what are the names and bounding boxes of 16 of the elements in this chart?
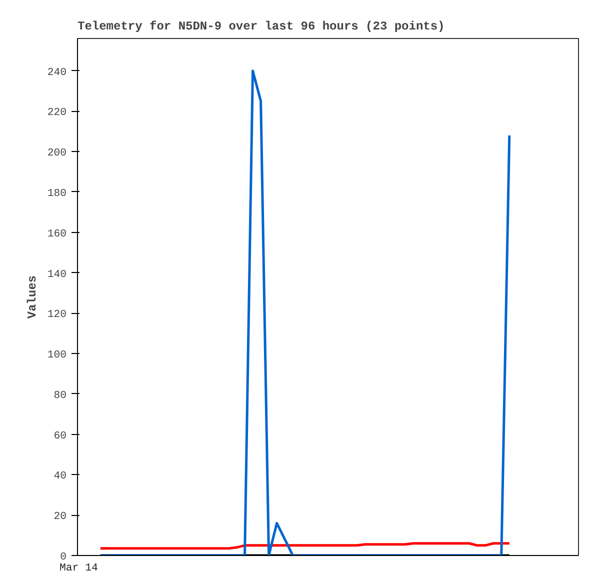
y-tick-label: 60 (54, 430, 67, 442)
y-tick-label: 0 (60, 552, 67, 564)
y-tick-label: 40 (54, 470, 67, 483)
y-tick-label: 160 (47, 228, 67, 240)
y-tick-label: 20 (54, 511, 67, 524)
y-tick-label: 180 (47, 188, 67, 200)
y-axis-title: Values (25, 275, 40, 319)
y-tick-label: 80 (54, 390, 67, 402)
y-tick-label: 200 (47, 148, 67, 160)
y-tick-label: 120 (47, 309, 67, 322)
y-tick-label: 220 (47, 107, 67, 120)
text: Mar 14 (60, 562, 98, 574)
y-tick-label: 100 (47, 350, 67, 362)
y-tick-label: 240 (47, 66, 67, 79)
y-tick-label: 140 (47, 268, 67, 281)
chart-title: Telemetry for N5DN-9 over last 96 hours (23 points) (78, 20, 445, 34)
